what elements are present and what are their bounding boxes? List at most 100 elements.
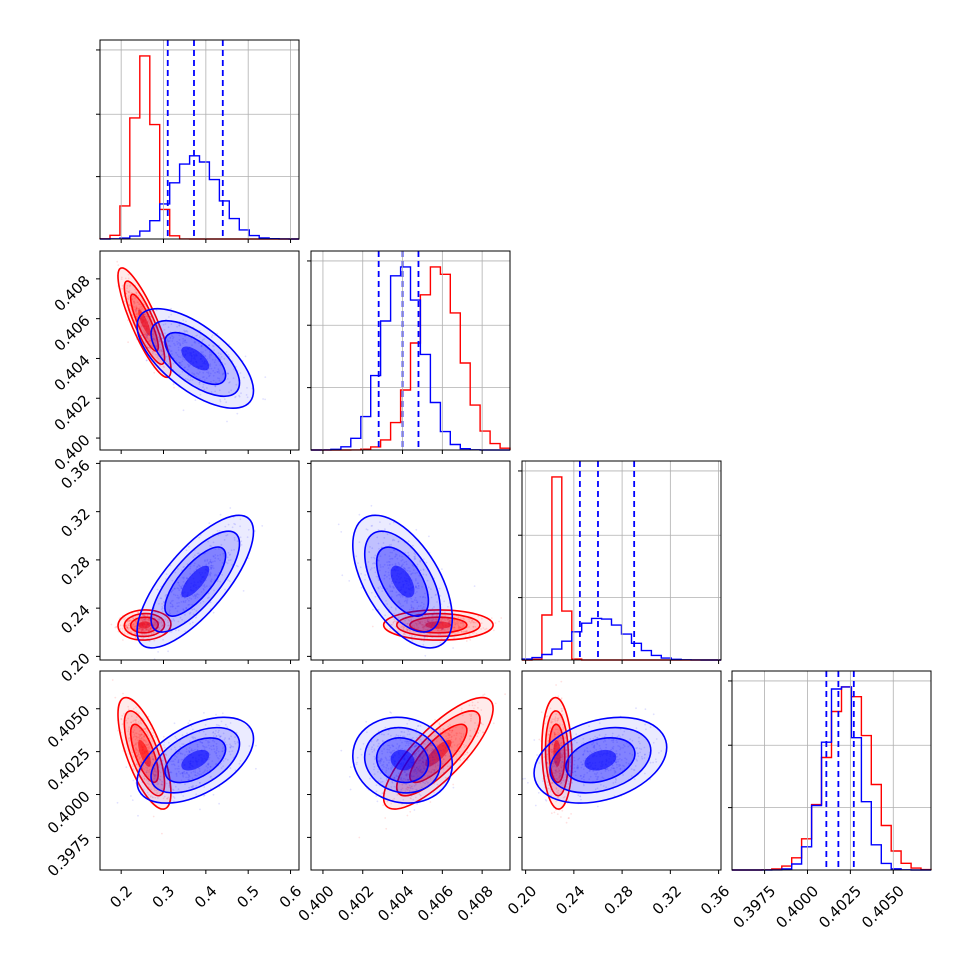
sample-point-b: [202, 730, 205, 733]
sample-point-b: [172, 788, 174, 791]
sample-point-b: [179, 361, 182, 364]
sample-point-a: [135, 307, 138, 310]
sample-point-b: [414, 579, 417, 582]
sample-point-b: [188, 774, 191, 777]
sample-point-a: [138, 756, 141, 758]
sample-point-b: [179, 745, 182, 748]
sample-point-b: [191, 603, 194, 606]
sample-point-b: [236, 741, 239, 743]
sample-point-a: [127, 624, 129, 626]
sample-point-b: [405, 616, 408, 619]
sample-point-b: [209, 351, 211, 354]
sample-point-b: [186, 771, 188, 774]
sample-point-b: [163, 741, 166, 743]
sample-point-b: [178, 361, 181, 364]
sample-point-b: [152, 773, 155, 776]
sample-point-b: [397, 601, 399, 603]
sample-point-b: [399, 594, 401, 597]
sample-point-b: [408, 554, 410, 557]
sample-point-b: [194, 593, 196, 596]
sample-point-a: [154, 345, 157, 347]
sample-point-a: [457, 622, 460, 624]
sample-point-b: [192, 736, 195, 739]
sample-point-a: [142, 614, 145, 616]
sample-point-b: [187, 604, 190, 606]
sample-point-b: [206, 763, 209, 765]
sample-point-b: [168, 768, 171, 771]
sample-point-b: [202, 351, 204, 353]
sample-point-a: [406, 814, 409, 817]
sample-point-a: [448, 620, 450, 623]
sample-point-a: [468, 634, 471, 637]
sample-point-a: [146, 767, 149, 770]
sample-point-a: [136, 301, 139, 304]
sample-point-a: [143, 739, 146, 742]
sample-point-a: [145, 332, 148, 335]
sample-point-b: [188, 778, 191, 781]
sample-point-a: [426, 628, 429, 631]
sample-point-b: [192, 749, 195, 752]
sample-point-a: [465, 744, 467, 747]
sample-point-b: [386, 533, 389, 536]
sample-point-b: [341, 574, 344, 577]
sample-point-b: [188, 364, 190, 367]
sample-point-a: [504, 693, 506, 696]
sample-point-b: [182, 358, 185, 360]
sample-point-a: [155, 623, 158, 625]
sample-point-b: [206, 371, 208, 374]
sample-point-b: [216, 580, 219, 583]
sample-point-b: [191, 608, 194, 611]
sample-point-b: [394, 556, 396, 558]
sample-point-b: [210, 568, 213, 571]
sample-point-a: [140, 309, 143, 312]
sample-point-a: [132, 731, 135, 733]
sample-point-a: [409, 810, 412, 813]
sample-point-a: [538, 738, 541, 741]
sample-point-b: [226, 420, 228, 423]
sample-point-b: [388, 585, 391, 588]
sample-point-a: [126, 287, 128, 289]
sample-point-b: [188, 751, 191, 753]
sample-point-b: [419, 559, 422, 562]
sample-point-a: [125, 625, 128, 627]
sample-point-b: [150, 310, 153, 313]
sample-point-b: [214, 554, 217, 556]
sample-point-b: [222, 765, 225, 768]
sample-point-b: [238, 394, 240, 397]
sample-point-a: [448, 620, 451, 623]
sample-point-a: [424, 629, 426, 632]
sample-point-a: [440, 619, 443, 622]
sample-point-b: [197, 564, 200, 566]
sample-point-a: [144, 628, 147, 631]
sample-point-b: [439, 732, 442, 734]
sample-point-b: [171, 335, 174, 338]
sample-point-b: [417, 605, 420, 608]
sample-point-a: [136, 754, 139, 757]
sample-point-b: [205, 746, 208, 748]
sample-point-b: [187, 722, 190, 725]
sample-point-b: [193, 562, 196, 565]
sample-point-a: [128, 736, 131, 739]
sample-point-b: [210, 567, 213, 569]
sample-point-a: [449, 621, 452, 624]
sample-point-b: [383, 577, 386, 580]
sample-point-a: [134, 620, 137, 623]
sample-point-a: [141, 630, 143, 633]
sample-point-b: [216, 530, 219, 532]
sample-point-b: [214, 732, 217, 735]
sample-point-a: [138, 736, 141, 738]
sample-point-b: [184, 341, 186, 343]
sample-point-a: [134, 308, 137, 311]
sample-point-a: [128, 290, 131, 292]
sample-point-a: [129, 284, 132, 287]
sample-point-b: [180, 752, 182, 755]
sample-point-a: [457, 627, 460, 629]
sample-point-a: [415, 627, 418, 630]
sample-point-b: [142, 788, 145, 791]
sample-point-a: [144, 331, 147, 334]
sample-point-b: [404, 568, 407, 570]
sample-point-a: [125, 290, 128, 292]
sample-point-b: [199, 740, 201, 743]
sample-point-b: [385, 600, 387, 602]
sample-point-b: [183, 330, 186, 333]
